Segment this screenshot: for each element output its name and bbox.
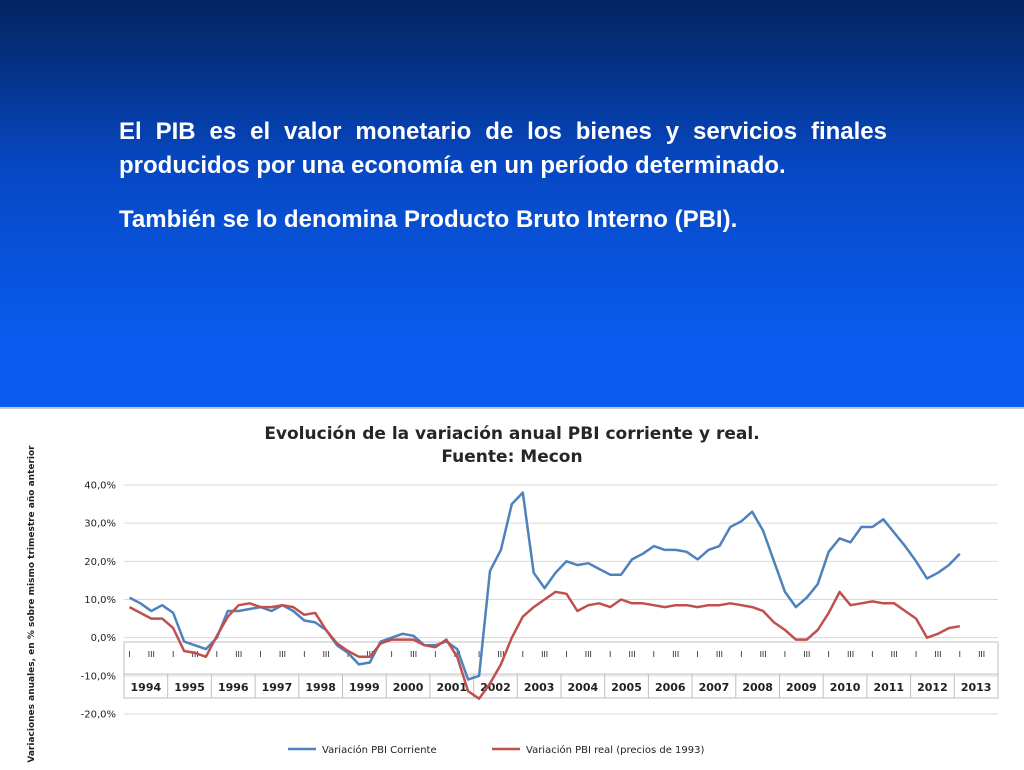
year-label: 1998 xyxy=(305,681,336,694)
quarter-label: I xyxy=(390,650,392,659)
quarter-label: I xyxy=(827,650,829,659)
year-label: 2002 xyxy=(480,681,511,694)
quarter-label: III xyxy=(191,650,198,659)
pbi-line-chart: Evolución de la variación anual PBI corr… xyxy=(27,424,999,763)
year-label: 2003 xyxy=(524,681,555,694)
chart-subtitle: Fuente: Mecon xyxy=(441,447,582,467)
quarter-label: III xyxy=(279,650,286,659)
legend: Variación PBI Corriente Variación PBI rea… xyxy=(288,744,704,756)
legend-label: Variación PBI Corriente xyxy=(322,744,437,756)
year-label: 1995 xyxy=(174,681,205,694)
year-label: 1997 xyxy=(262,681,293,694)
y-axis-label: Variaciones anuales, en % sobre mismo tr… xyxy=(27,445,37,763)
alias-paragraph: También se lo denomina Producto Bruto In… xyxy=(119,206,738,233)
quarter-label: I xyxy=(172,650,174,659)
year-label: 2005 xyxy=(611,681,642,694)
y-tick-label: 30,0% xyxy=(84,519,116,530)
quarter-label: III xyxy=(148,650,155,659)
series-line-real xyxy=(128,590,961,700)
quarter-label: III xyxy=(891,650,898,659)
y-tick-label: -20,0% xyxy=(81,710,116,721)
quarter-label: I xyxy=(740,650,742,659)
year-label: 2007 xyxy=(699,681,730,694)
quarter-label: I xyxy=(128,650,130,659)
year-label: 1994 xyxy=(131,681,162,694)
y-tick-label: 0,0% xyxy=(91,633,116,644)
legend-label: Variación PBI real (precios de 1993) xyxy=(526,744,704,756)
series-line-corriente xyxy=(128,491,961,681)
quarter-label: III xyxy=(978,650,985,659)
year-label: 2011 xyxy=(873,681,904,694)
quarter-label: III xyxy=(235,650,242,659)
slide-text: El PIB es el valor monetario de los bien… xyxy=(119,115,887,237)
y-tick-label: 10,0% xyxy=(84,595,116,606)
year-label: 2012 xyxy=(917,681,948,694)
quarter-label: III xyxy=(847,650,854,659)
year-label: 2006 xyxy=(655,681,686,694)
chart-panel: Evolución de la variación anual PBI corr… xyxy=(0,407,1024,770)
year-label: 2001 xyxy=(436,681,467,694)
quarter-label: III xyxy=(585,650,592,659)
quarter-label: I xyxy=(303,650,305,659)
quarter-label: III xyxy=(760,650,767,659)
quarter-label: I xyxy=(522,650,524,659)
quarter-label: I xyxy=(959,650,961,659)
year-label: 2000 xyxy=(393,681,424,694)
quarter-label: I xyxy=(653,650,655,659)
y-tick-label: 40,0% xyxy=(84,481,116,492)
quarter-label: III xyxy=(323,650,330,659)
quarter-label: III xyxy=(628,650,635,659)
axis-layer: 40,0%30,0%20,0%10,0%0,0%-10,0%-20,0%I III… xyxy=(81,481,999,721)
quarter-label: I xyxy=(434,650,436,659)
year-label: 2008 xyxy=(742,681,773,694)
quarter-label: I xyxy=(259,650,261,659)
year-label: 2010 xyxy=(830,681,861,694)
chart-title: Evolución de la variación anual PBI corr… xyxy=(264,424,759,444)
quarter-label: III xyxy=(541,650,548,659)
y-tick-label: -10,0% xyxy=(81,671,116,682)
quarter-label: I xyxy=(216,650,218,659)
quarter-label: I xyxy=(696,650,698,659)
y-tick-label: 20,0% xyxy=(84,557,116,568)
year-label: 2009 xyxy=(786,681,817,694)
quarter-label: I xyxy=(609,650,611,659)
series-layer xyxy=(128,491,961,700)
quarter-label: III xyxy=(497,650,504,659)
quarter-label: III xyxy=(803,650,810,659)
quarter-label: III xyxy=(410,650,417,659)
quarter-label: I xyxy=(871,650,873,659)
quarter-label: III xyxy=(934,650,941,659)
quarter-label: I xyxy=(565,650,567,659)
quarter-label: I xyxy=(478,650,480,659)
year-label: 1999 xyxy=(349,681,380,694)
quarter-label: I xyxy=(784,650,786,659)
quarter-label: III xyxy=(716,650,723,659)
year-label: 2004 xyxy=(568,681,599,694)
year-label: 1996 xyxy=(218,681,249,694)
year-label: 2013 xyxy=(961,681,992,694)
quarter-label: III xyxy=(672,650,679,659)
definition-paragraph: El PIB es el valor monetario de los bien… xyxy=(119,118,887,179)
quarter-label: III xyxy=(366,650,373,659)
quarter-label: I xyxy=(915,650,917,659)
